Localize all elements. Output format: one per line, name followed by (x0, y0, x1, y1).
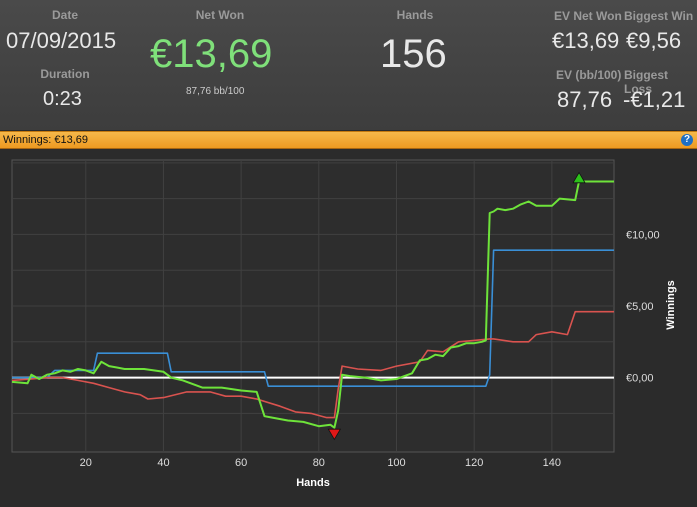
ev-net-won-label: EV Net Won (554, 9, 622, 23)
net-won-label: Net Won (195, 8, 245, 22)
ev-net-won-value: €13,69 (552, 28, 620, 53)
winnings-chart: 20 40 60 80 100 120 140 €0,00 €5,00 €10,00 Hands Wi… (11, 159, 677, 489)
x-tick-label: 80 (313, 457, 325, 469)
duration-stat: Duration (30, 67, 100, 81)
question-icon[interactable]: ? (681, 134, 693, 146)
ev-bb-label: EV (bb/100) (556, 68, 622, 82)
date-stat: Date (30, 8, 100, 22)
duration-label: Duration (40, 67, 90, 81)
x-tick-label: 40 (157, 457, 169, 469)
min-marker-icon (327, 428, 342, 441)
net-won-bb-per-100: 87,76 bb/100 (186, 86, 245, 97)
x-tick-label: 120 (465, 457, 483, 469)
ev-bb-value: 87,76 (557, 87, 613, 112)
date-value: 07/09/2015 (6, 28, 117, 53)
hands-stat: Hands (375, 8, 455, 22)
series-line-ev (11, 310, 614, 419)
max-marker-icon (572, 171, 586, 184)
x-tick-label: 60 (235, 457, 247, 469)
y-axis-title: Winnings (665, 280, 677, 329)
y-tick-label: €10,00 (626, 229, 660, 241)
x-axis-title: Hands (296, 477, 330, 489)
x-tick-label: 140 (543, 457, 561, 469)
hands-value: 156 (380, 32, 447, 76)
biggest-win-value: €9,56 (626, 28, 682, 53)
series-line-showdown (12, 249, 614, 387)
winnings-chart-panel: 20 40 60 80 100 120 140 €0,00 €5,00 €10,00 Hands Wi… (0, 150, 697, 502)
x-tick-label: 100 (387, 457, 405, 469)
biggest-loss-label: Biggest Loss (624, 68, 669, 96)
biggest-win-label: Biggest Win (624, 9, 694, 23)
y-tick-label: €0,00 (626, 373, 654, 385)
date-label: Date (51, 8, 78, 22)
x-tick-label: 20 (80, 457, 92, 469)
y-tick-label: €5,00 (626, 301, 654, 313)
stats-panel: Date 07/09/2015 Duration 0:23 Net Won €1… (0, 0, 697, 130)
net-won-stat: Net Won (180, 8, 260, 22)
duration-value: 0:23 (43, 88, 82, 110)
hands-label: Hands (396, 8, 434, 22)
net-won-value: €13,69 (150, 32, 273, 76)
winnings-summary-label: Winnings: €13,69 (3, 134, 88, 146)
winnings-header-bar: Winnings: €13,69 ? (0, 131, 697, 149)
series-line-winnings (11, 180, 614, 429)
biggest-loss-value: -€1,21 (623, 87, 686, 112)
